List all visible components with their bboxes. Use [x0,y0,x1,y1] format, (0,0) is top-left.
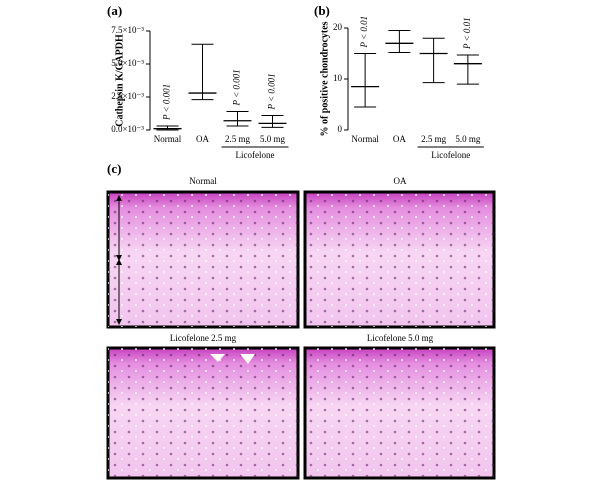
micrograph-title: Licofelone 5.0 mg [367,333,434,343]
y-axis-label: Cathepsin K/GAPDH [114,34,125,127]
p-value-annotation: P < 0.01 [359,16,369,49]
x-tick-label: Normal [154,134,182,144]
p-value-annotation: P < 0.001 [162,84,172,121]
x-tick-label: 5.0 mg [260,134,286,144]
y-tick-label: 2.5×10⁻³ [111,91,144,101]
y-tick-label: 0.0×10⁻³ [111,124,144,134]
p-value-annotation: P < 0.01 [462,17,472,50]
x-tick-label: 2.5 mg [225,134,251,144]
micrograph-texture [108,348,298,478]
p-value-annotation: P < 0.001 [232,69,242,106]
micrographs [106,190,496,480]
micrograph-texture [108,192,298,327]
group-label: Licofelone [431,150,470,160]
micrograph-title: Normal [189,176,217,186]
y-tick-label: 5.0×10⁻³ [111,58,144,68]
micrograph-texture [305,348,494,478]
y-tick-label: 20 [333,22,343,32]
x-tick-label: OA [196,134,209,144]
y-tick-label: 7.5×10⁻³ [111,25,144,35]
y-axis-label: % of positive chondrocytes [319,21,330,136]
x-tick-label: Normal [351,134,379,144]
y-tick-label: 0 [338,124,343,134]
y-tick-label: 10 [333,73,343,83]
tissue-gap [210,354,255,364]
micrograph-title: Licofelone 2.5 mg [170,333,237,343]
panel-label: (a) [107,3,122,18]
x-tick-label: OA [393,134,406,144]
x-tick-label: 2.5 mg [421,134,447,144]
p-value-annotation: P < 0.001 [267,73,277,110]
micrograph-title: OA [394,176,407,186]
micrograph-texture [305,192,494,327]
panel-label: (b) [314,3,330,18]
panel-label: (c) [107,161,121,176]
x-tick-label: 5.0 mg [455,134,481,144]
group-label: Licofelone [236,150,275,160]
